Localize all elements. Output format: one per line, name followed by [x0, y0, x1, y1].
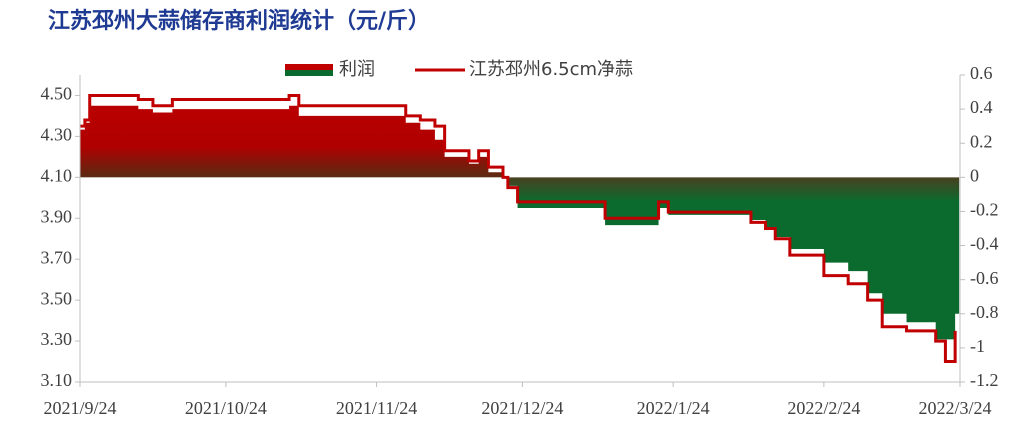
area-positive — [80, 105, 960, 178]
y-tick-label: 4.30 — [41, 125, 73, 145]
x-tick-label: 2022/1/24 — [637, 398, 710, 418]
y2-tick-label: -0.8 — [970, 302, 999, 322]
y-tick-label: 3.70 — [41, 247, 73, 267]
chart-title: 江苏邳州大蒜储存商利润统计（元/斤） — [48, 8, 430, 34]
x-tick-label: 2021/12/24 — [481, 398, 563, 418]
y-tick-label: 3.50 — [41, 288, 73, 308]
y2-tick-label: 0.6 — [970, 63, 993, 83]
x-tick-label: 2021/11/24 — [336, 398, 417, 418]
x-tick-label: 2021/10/24 — [185, 398, 267, 418]
x-tick-label: 2022/2/24 — [787, 398, 860, 418]
x-tick-label: 2021/9/24 — [43, 398, 116, 418]
y2-tick-label: 0 — [970, 165, 979, 185]
y2-tick-label: -0.4 — [970, 234, 999, 254]
y-tick-label: 3.10 — [41, 370, 73, 390]
y2-tick-label: -0.6 — [970, 268, 999, 288]
y2-tick-label: -1.2 — [970, 370, 999, 390]
y-tick-label: 3.30 — [41, 329, 73, 349]
y2-tick-label: 0.2 — [970, 131, 993, 151]
legend-label: 利润 — [339, 59, 375, 80]
y2-tick-label: -1 — [970, 336, 985, 356]
legend-label: 江苏邳州6.5cm净蒜 — [469, 59, 633, 80]
y2-tick-label: 0.4 — [970, 97, 993, 117]
y2-tick-label: -0.2 — [970, 200, 999, 220]
line — [80, 93, 957, 364]
y-tick-label: 4.10 — [41, 165, 73, 185]
x-tick-label: 2022/3/24 — [918, 398, 991, 418]
legend-swatch — [285, 64, 333, 70]
y-tick-label: 3.90 — [41, 206, 73, 226]
y-tick-label: 4.50 — [41, 84, 73, 104]
legend-swatch — [285, 70, 333, 76]
